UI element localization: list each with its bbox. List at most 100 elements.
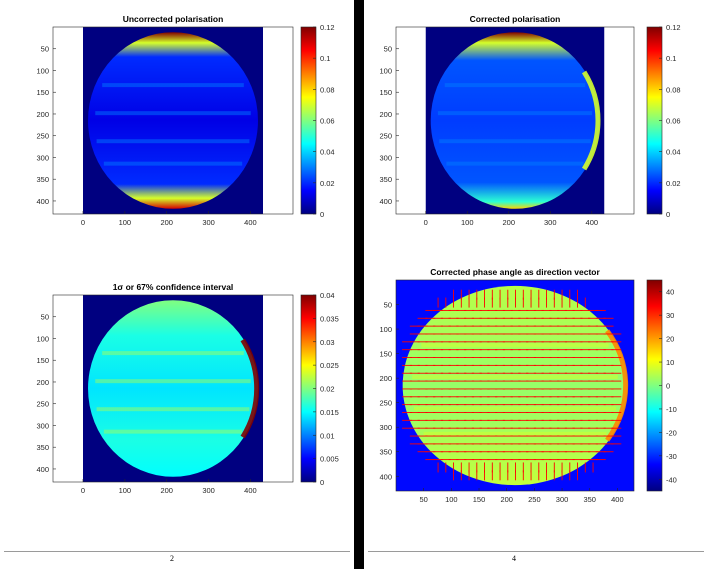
y-tick-label: 50 bbox=[384, 45, 392, 54]
disk-band bbox=[96, 407, 250, 412]
disk-band bbox=[412, 374, 618, 379]
x-tick-label: 200 bbox=[160, 486, 173, 495]
document-page-left: Uncorrected polarisation 0 100 200 300 400 50 1… bbox=[0, 0, 354, 569]
y-tick-label: 400 bbox=[36, 197, 49, 206]
x-tick-label: 200 bbox=[503, 218, 516, 227]
planet-disk bbox=[88, 32, 258, 209]
page-divider bbox=[354, 0, 364, 569]
y-tick-label: 100 bbox=[36, 66, 49, 75]
y-tick-label: 400 bbox=[379, 197, 392, 206]
x-tick-label: 50 bbox=[420, 495, 428, 504]
colorbar-tick-label: 0.02 bbox=[320, 179, 335, 188]
disk-band bbox=[96, 139, 250, 144]
left-page-figures: Uncorrected polarisation 0 100 200 300 400 50 1… bbox=[36, 14, 338, 495]
colorbar-tick-label: 0.04 bbox=[320, 291, 335, 300]
y-tick-label: 50 bbox=[41, 313, 49, 322]
y-tick-label: 350 bbox=[379, 448, 392, 457]
x-tick-label: 100 bbox=[461, 218, 474, 227]
y-tick-label: 200 bbox=[36, 110, 49, 119]
disk-band bbox=[444, 83, 586, 88]
colorbar-tick-label: 0.02 bbox=[666, 179, 681, 188]
y-tick-label: 300 bbox=[36, 153, 49, 162]
limb-highlight bbox=[240, 338, 260, 439]
disk-band bbox=[103, 429, 243, 434]
y-tick-label: 300 bbox=[379, 153, 392, 162]
x-tick-label: 350 bbox=[583, 495, 596, 504]
x-tick-label: 100 bbox=[119, 486, 132, 495]
colorbar-tick-label: 0.03 bbox=[320, 338, 335, 347]
disk-band bbox=[413, 406, 617, 411]
colorbar-tick-label: -20 bbox=[666, 428, 677, 437]
axes-frame bbox=[52, 26, 294, 215]
y-tick-label: 50 bbox=[384, 301, 392, 310]
y-tick-label: 100 bbox=[379, 66, 392, 75]
document-page-right: Corrected polarisation 0 100 200 300 400 50 100… bbox=[364, 0, 708, 569]
chart-panel: Uncorrected polarisation 0 100 200 300 400 50 1… bbox=[36, 14, 334, 227]
colorbar-tick-label: 0.04 bbox=[320, 148, 335, 157]
x-tick-label: 0 bbox=[424, 218, 428, 227]
x-tick-label: 300 bbox=[202, 218, 215, 227]
y-tick-label: 300 bbox=[379, 423, 392, 432]
chart-title: Uncorrected polarisation bbox=[123, 14, 224, 24]
y-tick-label: 200 bbox=[36, 378, 49, 387]
x-tick-label: 150 bbox=[473, 495, 486, 504]
y-tick-label: 150 bbox=[379, 350, 392, 359]
axes-frame bbox=[395, 279, 635, 492]
colorbar-tick-label: 0.12 bbox=[666, 23, 681, 32]
x-tick-label: 0 bbox=[81, 218, 85, 227]
y-tick-label: 50 bbox=[41, 45, 49, 54]
y-tick-label: 350 bbox=[36, 175, 49, 184]
y-tick-label: 100 bbox=[379, 325, 392, 334]
planet-disk bbox=[430, 32, 600, 209]
colorbar-tick-label: 0.06 bbox=[666, 117, 681, 126]
disk-band bbox=[423, 431, 607, 436]
x-tick-label: 300 bbox=[556, 495, 569, 504]
disk-band bbox=[437, 111, 593, 116]
colorbar-tick-label: 40 bbox=[666, 288, 674, 297]
chart-panel: Corrected phase angle as direction vecto… bbox=[379, 267, 676, 504]
colorbar-tick-label: 0.08 bbox=[320, 85, 335, 94]
colorbar-tick-label: -10 bbox=[666, 405, 677, 414]
colorbar-tick-label: 0 bbox=[320, 210, 324, 219]
x-tick-label: 400 bbox=[244, 218, 257, 227]
colorbar-tick-label: 10 bbox=[666, 358, 674, 367]
y-tick-label: 400 bbox=[379, 472, 392, 481]
colorbar-tick-label: 0.1 bbox=[320, 54, 330, 63]
colorbar-tick-label: 0.01 bbox=[320, 431, 335, 440]
disk-band bbox=[95, 379, 251, 384]
chart-panel: Corrected polarisation 0 100 200 300 400 50 100… bbox=[379, 14, 680, 227]
colorbar-tick-label: 0.035 bbox=[320, 314, 339, 323]
colorbar-tick-label: -40 bbox=[666, 475, 677, 484]
disk-band bbox=[102, 351, 244, 356]
colorbar-tick-label: 0.025 bbox=[320, 361, 339, 370]
axes-frame bbox=[52, 294, 294, 483]
colorbar-tick-label: 0 bbox=[666, 210, 670, 219]
chart-panel: 1σ or 67% confidence interval 0 100 200 300 4… bbox=[36, 282, 338, 495]
chart-title: Corrected polarisation bbox=[470, 14, 561, 24]
colorbar-tick-label: 0.02 bbox=[320, 385, 335, 394]
footer-rule bbox=[368, 551, 704, 552]
disk-band bbox=[421, 343, 609, 348]
y-tick-label: 250 bbox=[379, 132, 392, 141]
y-tick-label: 350 bbox=[36, 443, 49, 452]
colorbar-tick-label: 0 bbox=[666, 382, 670, 391]
colorbar-tick-label: 0.1 bbox=[666, 54, 676, 63]
y-tick-label: 200 bbox=[379, 374, 392, 383]
colorbar-tick-label: -30 bbox=[666, 452, 677, 461]
colorbar-tick-label: 0.015 bbox=[320, 408, 339, 417]
planet-disk bbox=[88, 300, 258, 477]
page-number: 2 bbox=[170, 554, 174, 563]
x-tick-label: 400 bbox=[586, 218, 599, 227]
chart-title: Corrected phase angle as direction vecto… bbox=[430, 267, 600, 277]
x-tick-label: 0 bbox=[81, 486, 85, 495]
x-tick-label: 200 bbox=[160, 218, 173, 227]
x-tick-label: 100 bbox=[445, 495, 458, 504]
y-tick-label: 150 bbox=[36, 88, 49, 97]
colorbar-tick-label: 0.005 bbox=[320, 455, 339, 464]
x-tick-label: 100 bbox=[119, 218, 132, 227]
y-tick-label: 250 bbox=[379, 399, 392, 408]
x-tick-label: 200 bbox=[500, 495, 513, 504]
y-tick-label: 350 bbox=[379, 175, 392, 184]
footer-rule bbox=[4, 551, 350, 552]
